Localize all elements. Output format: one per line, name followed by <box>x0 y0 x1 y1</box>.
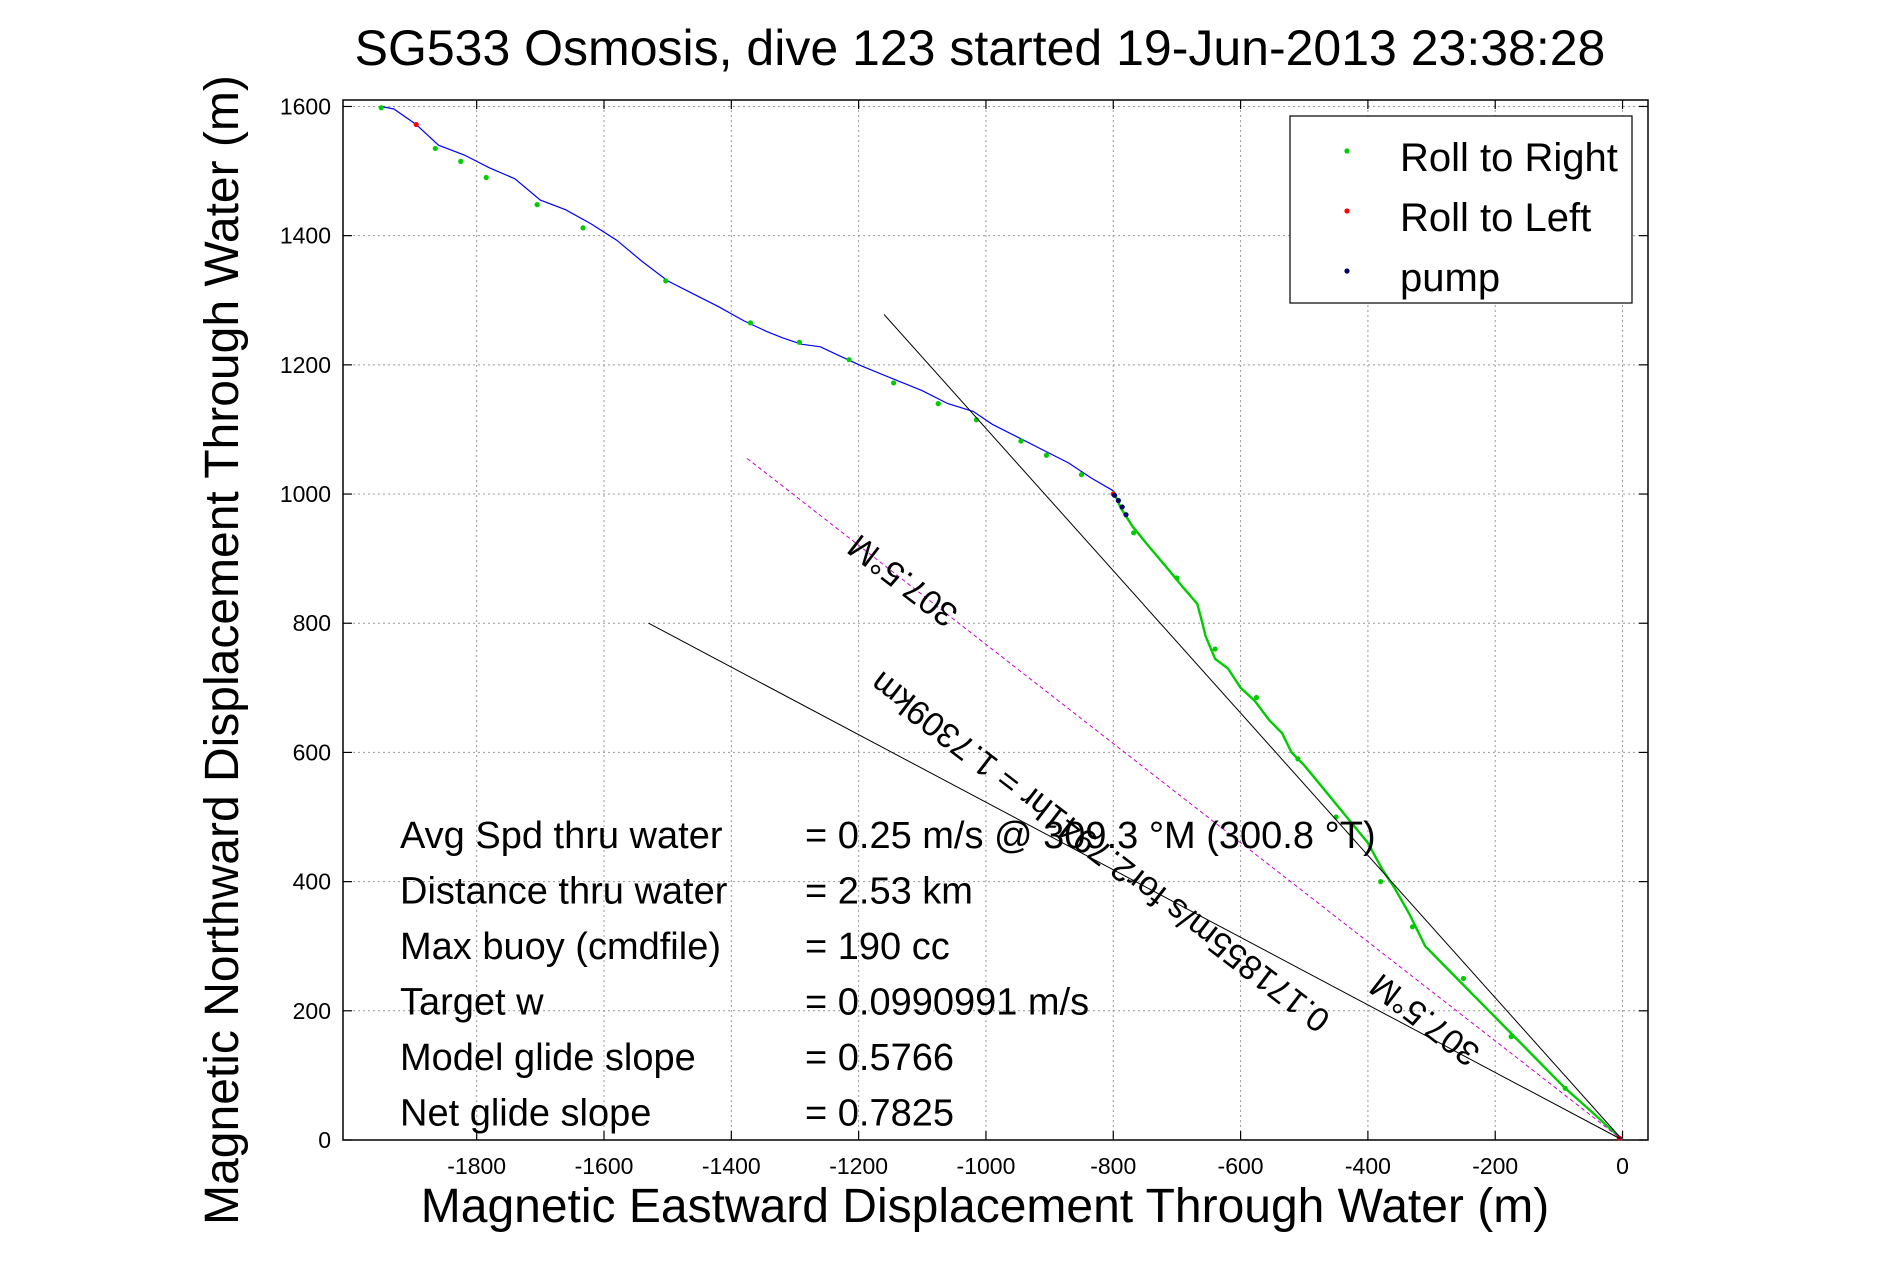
series-4-point <box>1119 504 1125 510</box>
x-tick-label: -1200 <box>829 1153 888 1179</box>
series-2-point <box>1174 575 1180 581</box>
stat-label: Model glide slope <box>400 1037 696 1079</box>
series-1-line <box>1112 490 1624 1141</box>
stat-label: Max buoy (cmdfile) <box>400 926 721 968</box>
x-tick-label: -200 <box>1472 1153 1518 1179</box>
series-2-point <box>378 105 384 111</box>
series-2-point <box>1508 1034 1514 1040</box>
series-4-point <box>1115 497 1121 504</box>
x-tick-label: 0 <box>1616 1153 1629 1179</box>
series-2-point <box>432 145 438 152</box>
series-4-point <box>1123 512 1129 518</box>
x-tick-label: -400 <box>1345 1153 1391 1179</box>
series-2-point <box>1078 472 1085 478</box>
series-layer <box>378 105 1624 1141</box>
stat-label: Avg Spd thru water <box>400 815 723 857</box>
legend-marker-1 <box>1344 208 1350 214</box>
stat-value: = 190 cc <box>805 926 950 968</box>
series-2-point <box>1043 452 1050 458</box>
x-tick-label: -1800 <box>447 1153 506 1179</box>
chart-title: SG533 Osmosis, dive 123 started 19-Jun-2… <box>355 20 1606 76</box>
y-axis-label: Magnetic Northward Displacement Through … <box>196 75 249 1225</box>
legend-label-0: Roll to Right <box>1400 136 1618 180</box>
stat-label: Net glide slope <box>400 1093 651 1135</box>
series-2-point <box>1253 694 1260 701</box>
y-tick-label: 200 <box>293 998 331 1024</box>
series-2-point <box>458 158 464 164</box>
series-2-point <box>1562 1085 1568 1091</box>
series-2-point <box>891 380 897 386</box>
y-tick-label: 1200 <box>280 352 331 378</box>
series-2-point <box>534 202 540 208</box>
legend-label-2: pump <box>1400 256 1500 300</box>
series-2-point <box>580 225 586 231</box>
plot-area-frame <box>342 99 1649 1141</box>
series-4-point <box>1111 492 1118 498</box>
series-3-point <box>413 121 419 128</box>
legend-marker-0 <box>1344 148 1350 154</box>
series-2-point <box>1460 975 1466 982</box>
stat-value: = 2.53 km <box>805 871 973 913</box>
series-2-point <box>1378 879 1384 885</box>
series-2-point <box>1212 646 1218 652</box>
series-2-point <box>1018 438 1024 444</box>
stats-panel: Avg Spd thru water = 0.25 m/s @ 309.3 °M … <box>400 815 1376 1135</box>
x-tick-label: -800 <box>1090 1153 1136 1179</box>
series-2-point <box>796 339 803 345</box>
y-tick-label: 800 <box>293 610 331 636</box>
series-2-point <box>1295 756 1301 762</box>
stat-value: = 0.7825 <box>805 1093 954 1135</box>
x-tick-label: -600 <box>1218 1153 1264 1179</box>
x-tick-label: -1400 <box>702 1153 761 1179</box>
series-2-point <box>663 278 669 284</box>
stat-label: Distance thru water <box>400 871 728 913</box>
x-axis-label: Magnetic Eastward Displacement Through W… <box>421 1180 1549 1233</box>
axis-ticks: -1800 -1600 -1400 -1200 -1000 -800 -600 -400 -20… <box>280 93 1648 1179</box>
series-2-point <box>483 174 489 181</box>
stat-label: Target w <box>400 982 544 1024</box>
x-tick-label: -1000 <box>957 1153 1016 1179</box>
grid <box>343 100 1648 1141</box>
legend: Roll to Right Roll to Left pump <box>1289 115 1633 304</box>
stat-value: = 0.0990991 m/s <box>805 982 1089 1024</box>
y-tick-label: 1000 <box>280 481 331 507</box>
x-tick-label: -1600 <box>575 1153 634 1179</box>
series-2-point <box>846 357 852 363</box>
legend-label-1: Roll to Left <box>1400 196 1591 240</box>
stat-value: = 0.25 m/s @ 309.3 °M (300.8 °T) <box>805 815 1376 857</box>
series-2-point <box>747 320 754 326</box>
legend-marker-2 <box>1344 268 1350 274</box>
stat-value: = 0.5766 <box>805 1037 954 1079</box>
y-tick-label: 400 <box>293 869 331 895</box>
y-tick-label: 1600 <box>280 93 331 119</box>
series-6-line <box>648 622 1623 1141</box>
series-2-point <box>1409 924 1416 930</box>
series-0-line <box>381 105 1114 492</box>
series-5-line <box>883 314 1623 1141</box>
y-tick-label: 600 <box>293 739 331 765</box>
series-7-line <box>746 458 1623 1141</box>
series-2-point <box>935 401 941 407</box>
series-2-point <box>1131 530 1137 536</box>
y-tick-label: 0 <box>318 1127 331 1153</box>
y-tick-label: 1400 <box>280 223 331 249</box>
